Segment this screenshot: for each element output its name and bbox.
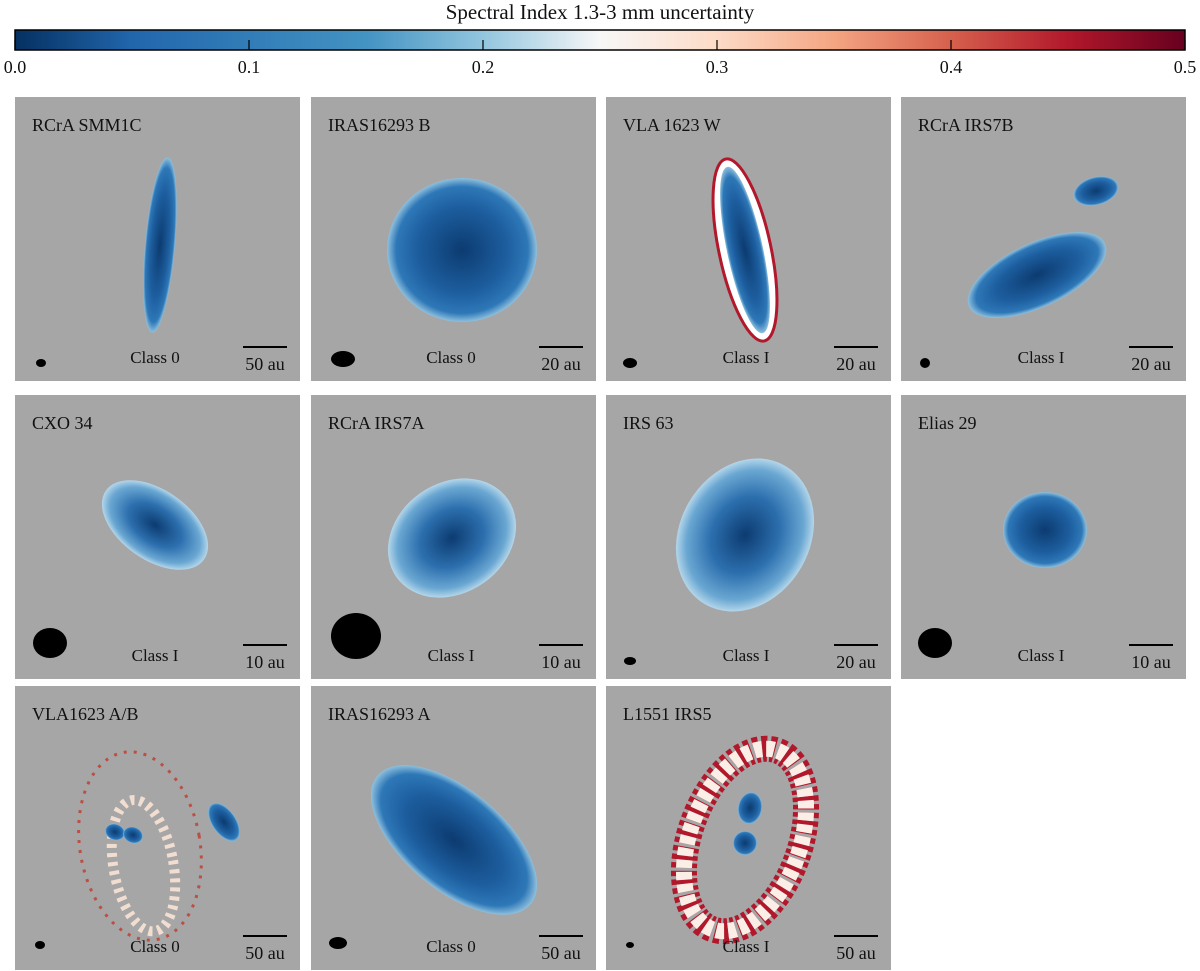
panel-name: L1551 IRS5 <box>623 704 712 724</box>
emission <box>101 480 209 570</box>
scale-label: 20 au <box>541 354 581 374</box>
class-label: Class I <box>1018 646 1065 665</box>
beam <box>33 628 67 658</box>
emission <box>1073 176 1119 206</box>
emission <box>675 458 815 612</box>
emission <box>370 765 538 915</box>
colorbar-tick-label: 0.3 <box>706 57 729 77</box>
scale-label: 10 au <box>541 652 581 672</box>
panel: VLA1623 A/B Class 0 50 au <box>15 686 300 970</box>
panel-name: VLA1623 A/B <box>32 704 139 724</box>
emission <box>1003 492 1087 568</box>
panel-name: RCrA SMM1C <box>32 115 142 135</box>
panel-name: Elias 29 <box>918 413 977 433</box>
panel-name: IRAS16293 B <box>328 115 431 135</box>
scale-label: 20 au <box>836 354 876 374</box>
panel: RCrA SMM1C Class 0 50 au <box>15 97 300 381</box>
panel-name: IRS 63 <box>623 413 674 433</box>
colorbar <box>14 29 1186 51</box>
panel-name: RCrA IRS7A <box>328 413 425 433</box>
class-label: Class 0 <box>130 937 180 956</box>
panel: VLA 1623 W Class I 20 au <box>606 97 891 381</box>
beam <box>920 358 930 368</box>
beam <box>331 351 355 367</box>
panel: L1551 IRS5 Class I 50 au <box>606 686 891 970</box>
colorbar-title: Spectral Index 1.3-3 mm uncertainty <box>446 0 755 24</box>
scale-label: 20 au <box>836 652 876 672</box>
panel-name: IRAS16293 A <box>328 704 431 724</box>
beam <box>623 358 637 368</box>
beam <box>918 628 952 658</box>
colorbar-tick-label: 0.1 <box>238 57 261 77</box>
noise-cloud <box>77 750 203 942</box>
class-label: Class I <box>132 646 179 665</box>
emission <box>967 232 1107 318</box>
emission <box>143 157 177 333</box>
class-label: Class 0 <box>426 348 476 367</box>
scale-label: 10 au <box>1131 652 1171 672</box>
emission <box>208 802 240 842</box>
emission <box>123 826 143 844</box>
emission <box>105 823 125 841</box>
panel: RCrA IRS7A Class I 10 au <box>311 395 596 679</box>
scale-label: 50 au <box>541 943 581 963</box>
scale-label: 50 au <box>245 943 285 963</box>
class-label: Class I <box>1018 348 1065 367</box>
panel: RCrA IRS7B Class I 20 au <box>901 97 1186 381</box>
class-label: Class 0 <box>130 348 180 367</box>
class-label: Class I <box>428 646 475 665</box>
scale-label: 10 au <box>245 652 285 672</box>
colorbar-tick-label: 0.0 <box>4 57 27 77</box>
panel: IRAS16293 B Class 0 20 au <box>311 97 596 381</box>
emission <box>387 178 537 322</box>
beam <box>35 941 45 949</box>
scale-label: 20 au <box>1131 354 1171 374</box>
panel: IRAS16293 A Class 0 50 au <box>311 686 596 970</box>
emission <box>737 792 763 824</box>
beam <box>624 657 636 665</box>
emission <box>387 478 517 598</box>
panel-name: RCrA IRS7B <box>918 115 1014 135</box>
emission <box>733 831 757 855</box>
class-label: Class I <box>723 937 770 956</box>
beam <box>36 359 46 367</box>
class-label: Class 0 <box>426 937 476 956</box>
colorbar-tick-label: 0.5 <box>1174 57 1197 77</box>
beam <box>329 937 347 949</box>
emission <box>720 166 770 334</box>
class-label: Class I <box>723 646 770 665</box>
beam <box>331 613 381 659</box>
beam <box>626 942 634 948</box>
colorbar-tick-label: 0.2 <box>472 57 495 77</box>
scale-label: 50 au <box>245 354 285 374</box>
panel-background <box>15 686 300 970</box>
scale-label: 50 au <box>836 943 876 963</box>
panel-name: VLA 1623 W <box>623 115 721 135</box>
colorbar-tick-label: 0.4 <box>940 57 963 77</box>
panel: IRS 63 Class I 20 au <box>606 395 891 679</box>
panel: CXO 34 Class I 10 au <box>15 395 300 679</box>
panel-name: CXO 34 <box>32 413 93 433</box>
panel: Elias 29 Class I 10 au <box>901 395 1186 679</box>
class-label: Class I <box>723 348 770 367</box>
